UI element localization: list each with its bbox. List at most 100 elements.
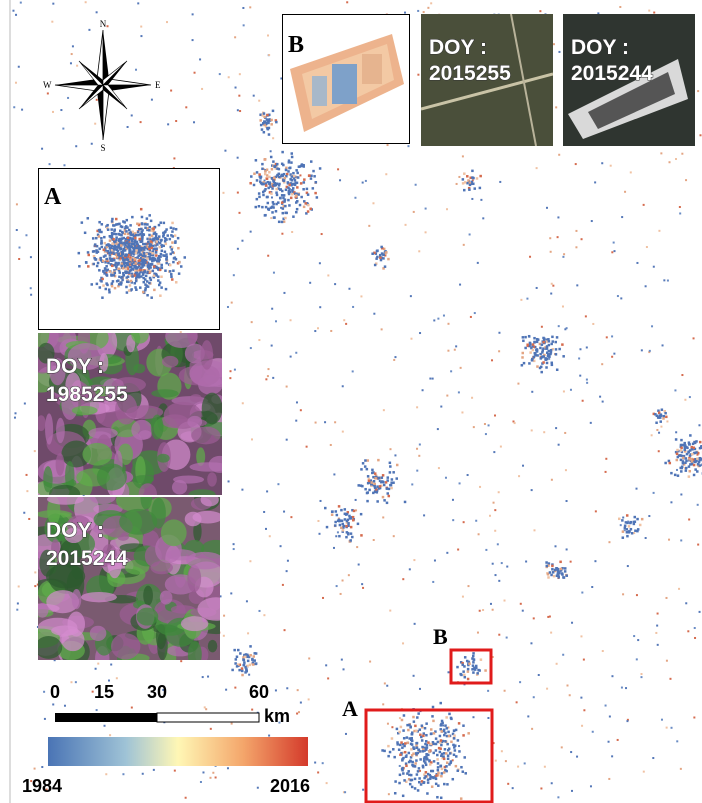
pixel (122, 261, 126, 264)
pixel (184, 796, 187, 799)
pixel (275, 191, 278, 194)
pixel (171, 251, 174, 254)
pixel (127, 228, 131, 232)
pixel (377, 476, 381, 480)
pixel (127, 289, 131, 292)
pixel (623, 524, 627, 527)
pixel (403, 744, 406, 748)
land-patch (49, 358, 66, 386)
pixel (496, 543, 499, 546)
pixel (109, 251, 113, 254)
pixel (103, 250, 107, 254)
pixel (403, 779, 406, 782)
pixel (274, 183, 278, 187)
pixel (97, 662, 100, 665)
pixel (402, 772, 405, 775)
pixel (689, 463, 692, 466)
pixel (398, 717, 401, 720)
pixel (432, 760, 436, 763)
pixel (122, 274, 125, 277)
pixel (678, 587, 681, 590)
pixel (372, 475, 375, 479)
inset-doy: DOY : (46, 355, 104, 378)
pixel (104, 254, 107, 257)
pixel (276, 174, 279, 177)
pixel (370, 483, 373, 486)
pixel (95, 98, 98, 101)
pixel (267, 126, 271, 130)
pixel (285, 185, 289, 189)
pixel (317, 519, 320, 522)
pixel (551, 564, 554, 568)
pixel (619, 524, 622, 527)
pixel (117, 284, 120, 288)
pixel (439, 739, 443, 742)
pixel (139, 270, 142, 274)
pixel (401, 743, 405, 746)
pixel (224, 149, 227, 152)
pixel (688, 458, 691, 461)
pixel (461, 663, 464, 667)
pixel (394, 780, 397, 783)
pixel (383, 265, 387, 268)
pixel (533, 341, 536, 344)
pixel (135, 267, 138, 270)
land-patch (47, 497, 84, 505)
pixel (412, 720, 416, 723)
pixel (691, 452, 694, 456)
pixel (366, 459, 370, 462)
pixel (504, 760, 507, 763)
pixel (506, 565, 509, 568)
pixel (119, 241, 122, 244)
pixel (395, 477, 399, 480)
pixel (523, 762, 526, 765)
pixel (494, 759, 497, 762)
pixel (373, 484, 376, 488)
pixel (546, 687, 549, 690)
pixel (686, 446, 689, 450)
pixel (128, 242, 131, 245)
pixel (319, 306, 322, 309)
pixel (163, 240, 167, 243)
pixel (636, 529, 639, 533)
pixel (532, 617, 535, 620)
pixel (105, 225, 108, 228)
pixel (471, 197, 474, 200)
pixel (472, 661, 475, 664)
pixel (683, 441, 686, 445)
pixel (302, 165, 305, 168)
pixel (680, 450, 684, 454)
pixel (136, 256, 139, 259)
pixel (284, 204, 287, 208)
pixel (251, 661, 255, 664)
pixel (123, 246, 127, 249)
pixel (242, 663, 245, 667)
land-patch (187, 564, 202, 593)
pixel (291, 190, 295, 193)
pixel (148, 250, 152, 253)
pixel (412, 210, 415, 213)
pixel (110, 663, 113, 666)
pixel (77, 251, 81, 255)
pixel (440, 740, 444, 744)
pixel (670, 471, 673, 475)
pixel (171, 235, 174, 238)
pixel (376, 249, 379, 252)
pixel (463, 656, 467, 659)
pixel (340, 508, 343, 512)
pixel (635, 658, 638, 661)
pixel (569, 560, 572, 563)
pixel (114, 223, 118, 226)
pixel (110, 249, 114, 252)
pixel (470, 182, 474, 186)
pixel (75, 145, 78, 148)
pixel (656, 624, 659, 627)
pixel (212, 771, 215, 774)
pixel (420, 780, 424, 783)
pixel (412, 715, 415, 719)
pixel (332, 546, 335, 549)
pixel (264, 205, 268, 209)
pixel (406, 741, 409, 745)
pixel (98, 258, 102, 261)
pixel (632, 522, 636, 526)
